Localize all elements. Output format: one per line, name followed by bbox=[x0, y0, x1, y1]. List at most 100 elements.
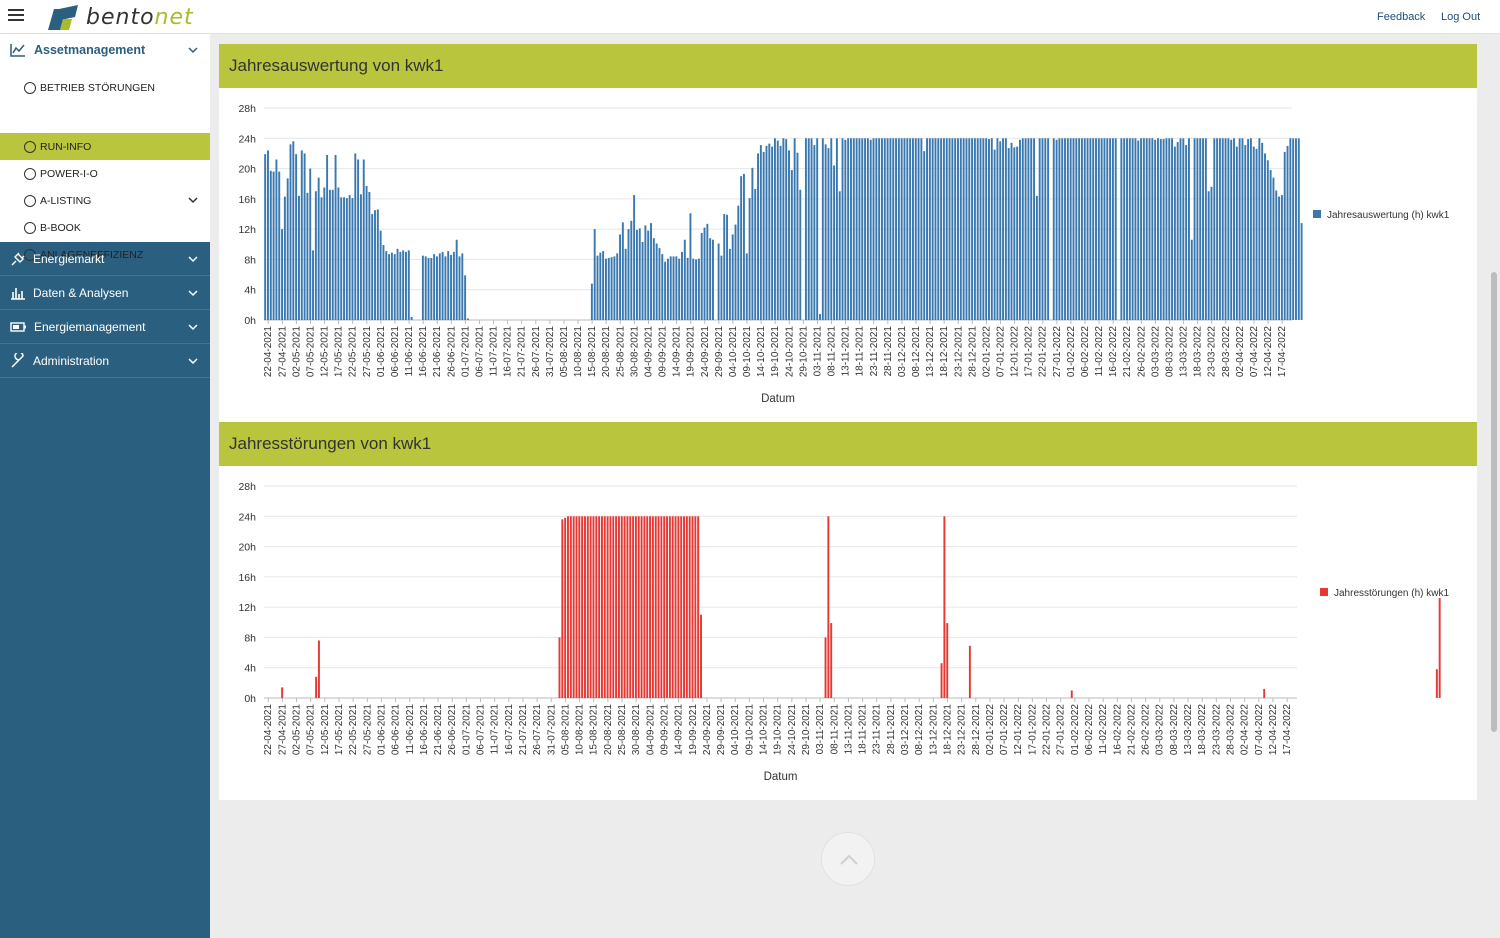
bar bbox=[768, 143, 771, 320]
bar bbox=[586, 516, 589, 698]
x-tick-label: 29-10-2021 bbox=[801, 704, 812, 756]
x-tick-label: 22-04-2021 bbox=[263, 326, 274, 378]
x-tick-label: 13-11-2021 bbox=[843, 704, 854, 755]
x-tick-label: 11-02-2022 bbox=[1098, 704, 1109, 755]
bar bbox=[712, 239, 714, 320]
bar bbox=[1044, 138, 1047, 320]
bar bbox=[897, 138, 900, 320]
bar bbox=[447, 251, 450, 320]
bar bbox=[593, 229, 596, 320]
logo[interactable]: bentonet bbox=[46, 2, 194, 32]
x-tick-label: 24-10-2021 bbox=[784, 326, 795, 378]
bar bbox=[1010, 142, 1013, 320]
x-tick-label: 31-07-2021 bbox=[546, 704, 557, 756]
bar bbox=[621, 222, 624, 320]
bar bbox=[900, 138, 903, 320]
bar bbox=[581, 516, 584, 698]
sidebar-item-a-listing[interactable]: A-LISTING bbox=[0, 187, 210, 214]
sidebar-section-assetmanagement[interactable]: Assetmanagement bbox=[0, 34, 210, 66]
bar bbox=[1089, 138, 1092, 320]
x-tick-label: 02-01-2022 bbox=[985, 704, 996, 756]
scroll-to-top-button[interactable] bbox=[821, 832, 875, 886]
x-tick-label: 02-01-2022 bbox=[981, 326, 992, 378]
bar bbox=[776, 140, 779, 320]
bar bbox=[717, 243, 720, 320]
bar bbox=[937, 138, 940, 320]
bar bbox=[281, 229, 284, 320]
sidebar-group-daten-analysen[interactable]: Daten & Analysen bbox=[0, 276, 210, 310]
chevron-down-icon[interactable] bbox=[188, 255, 198, 263]
x-tick-label: 05-08-2021 bbox=[560, 704, 571, 756]
bar bbox=[388, 254, 391, 320]
y-tick-label: 24h bbox=[238, 133, 256, 145]
bar bbox=[1083, 138, 1086, 320]
bar bbox=[706, 223, 709, 320]
x-tick-label: 03-03-2022 bbox=[1155, 704, 1166, 756]
bar bbox=[782, 138, 785, 320]
x-tick-label: 06-06-2021 bbox=[391, 704, 402, 756]
bar bbox=[644, 225, 647, 320]
bar bbox=[852, 138, 855, 320]
x-tick-label: 01-02-2022 bbox=[1070, 704, 1081, 756]
sidebar-group-energiemanagement[interactable]: Energiemanagement bbox=[0, 310, 210, 344]
sidebar-item-b-book[interactable]: B-BOOK bbox=[0, 214, 210, 241]
x-tick-label: 23-03-2022 bbox=[1207, 326, 1218, 378]
sidebar-group-administration[interactable]: Administration bbox=[0, 344, 210, 378]
chevron-down-icon[interactable] bbox=[188, 289, 198, 297]
bar bbox=[864, 138, 867, 320]
logout-link[interactable]: Log Out bbox=[1441, 11, 1481, 23]
page-scrollbar[interactable] bbox=[1491, 272, 1497, 732]
sidebar-item-run-info[interactable]: RUN-INFO bbox=[0, 133, 210, 160]
bar bbox=[315, 676, 318, 698]
sidebar-group-energiemarkt[interactable]: Energiemarkt bbox=[0, 242, 210, 276]
bar bbox=[1140, 138, 1143, 320]
bar bbox=[695, 259, 698, 320]
chevron-up-icon[interactable] bbox=[188, 46, 198, 54]
bar bbox=[830, 623, 833, 698]
chevron-down-icon[interactable] bbox=[188, 196, 198, 204]
bar bbox=[1300, 223, 1303, 320]
bar bbox=[652, 238, 655, 320]
bar bbox=[633, 195, 636, 320]
x-tick-label: 21-06-2021 bbox=[433, 704, 444, 756]
feedback-link[interactable]: Feedback bbox=[1377, 11, 1426, 23]
bar bbox=[1126, 138, 1128, 320]
bar bbox=[357, 159, 360, 320]
x-tick-label: 19-10-2021 bbox=[770, 326, 781, 378]
hamburger-menu-icon[interactable] bbox=[8, 9, 24, 23]
bar bbox=[824, 144, 827, 320]
chevron-down-icon[interactable] bbox=[188, 357, 198, 365]
bar bbox=[1047, 138, 1050, 320]
bar bbox=[1193, 138, 1196, 320]
bar bbox=[1272, 177, 1275, 320]
x-tick-label: 14-09-2021 bbox=[672, 326, 683, 378]
bar bbox=[359, 194, 362, 320]
bar bbox=[940, 663, 943, 698]
bar bbox=[1066, 138, 1069, 320]
bar bbox=[1007, 148, 1010, 320]
chevron-down-icon[interactable] bbox=[188, 323, 198, 331]
x-tick-label: 11-06-2021 bbox=[405, 704, 416, 755]
x-tick-label: 09-09-2021 bbox=[658, 326, 669, 378]
x-tick-label: 16-07-2021 bbox=[503, 326, 514, 378]
bar bbox=[883, 138, 886, 320]
x-tick-label: 16-07-2021 bbox=[504, 704, 515, 756]
bar bbox=[600, 516, 603, 698]
bar bbox=[1016, 146, 1019, 320]
sidebar-item-power-i-o[interactable]: POWER-I-O bbox=[0, 160, 210, 187]
bar bbox=[773, 138, 776, 320]
bar bbox=[824, 637, 827, 698]
bar bbox=[816, 138, 819, 320]
bar bbox=[393, 254, 396, 320]
bar bbox=[754, 189, 757, 320]
x-tick-label: 13-11-2021 bbox=[841, 326, 852, 377]
sidebar-item-anlageneffizienz[interactable]: ANLAGENEFFIZIENZ bbox=[0, 241, 210, 268]
bar bbox=[810, 138, 813, 320]
bar bbox=[993, 149, 996, 320]
bar bbox=[441, 251, 444, 320]
x-tick-label: 06-02-2022 bbox=[1080, 326, 1091, 378]
x-tick-label: 01-07-2021 bbox=[461, 704, 472, 756]
bar bbox=[951, 138, 954, 320]
x-axis-label: Datum bbox=[761, 393, 795, 405]
sidebar-item-betrieb-stoerungen[interactable]: BETRIEB STÖRUNGEN bbox=[0, 74, 210, 101]
